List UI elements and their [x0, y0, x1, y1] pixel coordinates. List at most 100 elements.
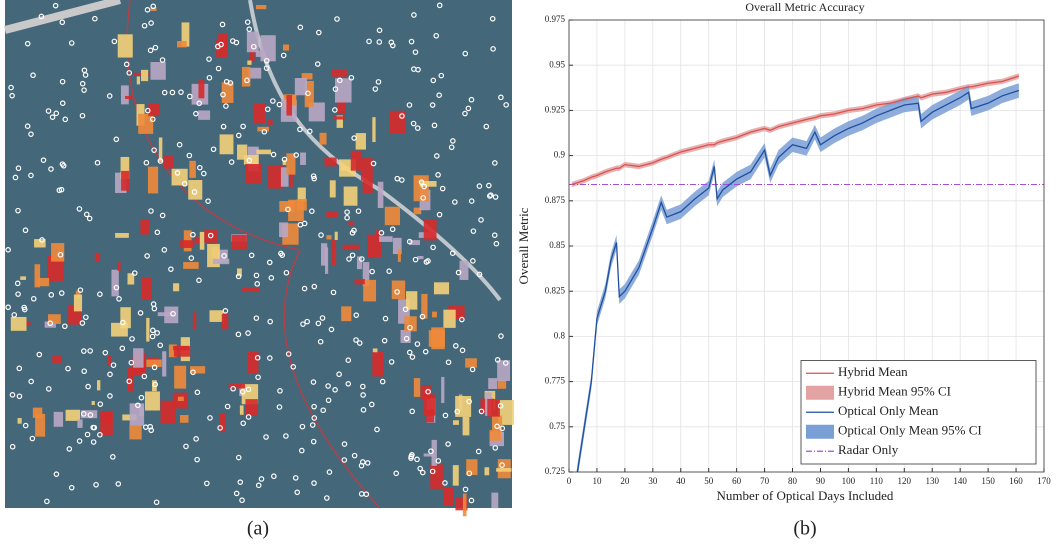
sample-point [453, 343, 459, 349]
field [430, 464, 443, 489]
sample-point [317, 338, 324, 345]
sample-point [205, 198, 211, 204]
field [286, 95, 293, 116]
sample-point [280, 52, 287, 59]
sample-point [314, 61, 321, 67]
sample-point [450, 138, 456, 144]
sample-point [264, 106, 271, 113]
field [319, 132, 327, 145]
sample-point [144, 253, 150, 259]
y-tick-label: 0.775 [545, 376, 566, 386]
sample-point [270, 151, 277, 158]
field [120, 85, 129, 105]
sample-point [388, 359, 395, 365]
sample-point [470, 258, 476, 264]
sample-point [149, 333, 156, 340]
field [158, 137, 163, 162]
sample-point [97, 401, 104, 407]
field [255, 50, 264, 57]
sample-point [465, 105, 472, 112]
field [162, 351, 167, 377]
sample-point [459, 347, 466, 354]
sample-point [233, 39, 240, 46]
sample-point [310, 173, 317, 179]
sample-point [128, 359, 135, 366]
sample-point [325, 383, 331, 389]
road [3, 0, 122, 34]
field [73, 294, 83, 312]
sample-point [429, 102, 436, 108]
sample-point [154, 229, 161, 236]
sample-point [492, 445, 499, 451]
sample-point [245, 414, 252, 420]
sample-point [30, 72, 36, 79]
sample-point [151, 364, 158, 371]
sample-point [239, 497, 245, 504]
sample-point [196, 100, 203, 107]
sample-point [111, 38, 118, 45]
sample-point [9, 392, 16, 398]
sample-point [144, 7, 151, 13]
x-tick-label: 90 [816, 476, 826, 486]
field [146, 317, 150, 342]
sample-point [346, 256, 352, 262]
sample-point [351, 452, 358, 459]
field [363, 279, 377, 302]
field [375, 230, 381, 235]
sample-point [468, 497, 475, 504]
field [249, 43, 255, 62]
sample-point [369, 268, 375, 275]
field [406, 291, 418, 310]
sample-point [223, 103, 229, 109]
field [96, 380, 101, 391]
sample-point [341, 457, 348, 463]
sample-point [442, 480, 448, 486]
field [247, 60, 252, 65]
sample-point [181, 181, 188, 187]
field [484, 467, 490, 476]
sample-point [358, 462, 365, 469]
field [94, 252, 101, 262]
sample-point [454, 408, 461, 415]
field [32, 407, 43, 418]
field [348, 221, 355, 226]
sample-point [110, 362, 117, 368]
sample-point [498, 333, 504, 339]
sample-point [422, 348, 429, 355]
sample-point [15, 207, 21, 214]
sample-point [281, 156, 288, 163]
sample-point [469, 366, 476, 373]
sample-point [24, 123, 31, 129]
sample-point [475, 448, 482, 455]
sample-point [360, 407, 367, 413]
sample-point [44, 498, 50, 505]
field [343, 186, 358, 206]
sample-point [436, 92, 442, 99]
sample-point [476, 271, 483, 278]
sample-point [433, 153, 440, 159]
sample-point [411, 66, 417, 72]
sample-point [462, 110, 468, 117]
sample-point [483, 123, 490, 130]
field [122, 414, 137, 421]
sample-point [285, 351, 292, 357]
sample-point [228, 159, 235, 165]
plot-layer [569, 73, 1044, 472]
sample-point [255, 374, 261, 381]
sample-point [406, 349, 413, 356]
sample-point [22, 227, 29, 234]
legend-label: Radar Only [838, 442, 899, 457]
x-tick-label: 150 [981, 476, 995, 486]
sample-point [152, 44, 159, 51]
sample-point [435, 458, 442, 464]
sample-point [297, 126, 303, 133]
sample-point [144, 107, 151, 114]
sample-point [224, 403, 231, 410]
sample-point [68, 40, 75, 46]
field [247, 351, 259, 374]
sample-point [47, 320, 54, 327]
field [389, 110, 407, 134]
y-tick-label: 0.75 [549, 421, 565, 431]
field [334, 231, 338, 241]
sample-point [349, 252, 356, 259]
